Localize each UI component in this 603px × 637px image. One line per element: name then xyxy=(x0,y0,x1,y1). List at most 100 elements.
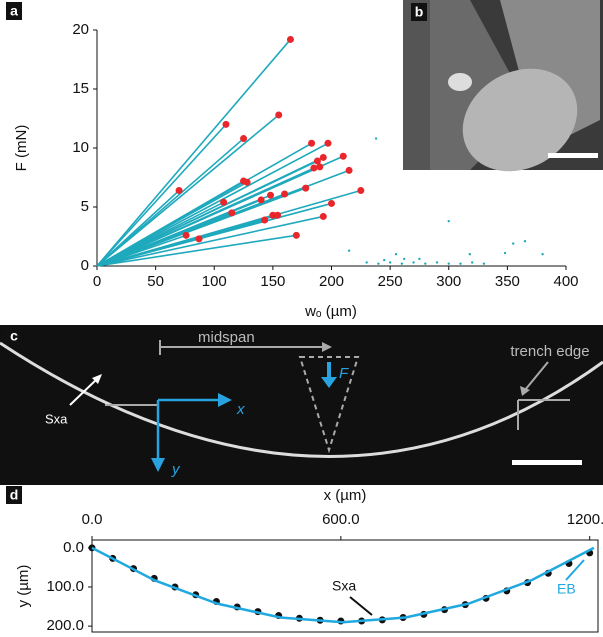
x-tick-label: 400 xyxy=(553,273,578,290)
point xyxy=(503,251,507,255)
x-tick-label: 1200.0 xyxy=(567,511,603,528)
curve xyxy=(96,38,292,267)
point xyxy=(310,164,318,172)
curve xyxy=(96,123,227,267)
panel-label-box xyxy=(411,3,427,21)
point xyxy=(412,261,415,264)
x-tick-label: 150 xyxy=(260,273,285,290)
point xyxy=(339,152,347,160)
annotation: trench edge xyxy=(510,343,589,360)
point xyxy=(281,190,289,198)
annotation: midspan xyxy=(198,329,255,346)
panel-label-box xyxy=(6,486,22,504)
point xyxy=(523,240,527,243)
point xyxy=(240,135,248,143)
curve xyxy=(96,114,280,267)
curve xyxy=(96,142,329,267)
point xyxy=(447,262,450,265)
point xyxy=(274,211,282,219)
y-tick-label: 5 xyxy=(81,198,89,215)
panel-label: b xyxy=(415,4,424,20)
panel-label: a xyxy=(10,3,18,19)
axis-frame xyxy=(91,539,599,633)
x-tick-label: 50 xyxy=(147,273,164,290)
point xyxy=(471,261,474,264)
y-tick-label: 0.0 xyxy=(63,539,84,556)
panel-label: c xyxy=(10,328,18,344)
panel-label-box xyxy=(6,2,22,20)
point xyxy=(541,253,544,256)
y-tick-label: 10 xyxy=(72,139,89,156)
y-tick-label: 100.0 xyxy=(46,578,84,595)
point xyxy=(267,191,275,199)
point xyxy=(324,139,332,147)
curve xyxy=(96,187,306,267)
point xyxy=(286,35,294,43)
point xyxy=(418,257,421,261)
point xyxy=(482,262,486,265)
point xyxy=(308,139,316,147)
point xyxy=(319,153,327,161)
x-tick-label: 200 xyxy=(319,273,344,290)
plot: 0 50 100 150 200 250 300 350 400 0 5 10 15 20 wₒ (µm) F… xyxy=(13,21,579,320)
point xyxy=(402,257,406,261)
curve xyxy=(96,234,187,267)
curve xyxy=(91,546,595,624)
x-axis-label: x (µm) xyxy=(324,487,367,504)
curve xyxy=(96,155,344,267)
sem-image xyxy=(403,0,603,172)
y-tick-label: 20 xyxy=(72,21,89,38)
x-tick-label: 300 xyxy=(436,273,461,290)
point xyxy=(182,231,190,239)
point xyxy=(316,163,324,171)
x-tick-label: 0.0 xyxy=(82,511,103,528)
point xyxy=(292,231,300,239)
point xyxy=(347,249,351,252)
point xyxy=(400,262,404,265)
point xyxy=(328,199,335,207)
curve xyxy=(96,234,297,267)
x-axis-label: wₒ (µm) xyxy=(304,303,357,320)
point xyxy=(365,261,368,264)
point xyxy=(222,120,230,128)
point xyxy=(383,258,386,262)
y-tick-label: 0 xyxy=(81,257,89,274)
point xyxy=(468,253,472,256)
point xyxy=(345,166,353,174)
point xyxy=(435,261,439,264)
annotation: F xyxy=(339,365,349,382)
curve xyxy=(96,215,324,267)
x-tick-label: 350 xyxy=(495,273,520,290)
plot: 0.0 600.0 1200.0 0.0 100.0 200.0 x (µm) y (µm) xyxy=(15,487,603,634)
curve xyxy=(96,189,180,267)
point xyxy=(261,216,269,224)
point xyxy=(357,186,365,194)
annotation-arrow xyxy=(565,559,585,581)
annotation: y xyxy=(171,461,181,478)
annotation: EB xyxy=(557,581,576,597)
point xyxy=(275,111,283,119)
curve xyxy=(96,201,224,267)
point xyxy=(175,186,183,194)
point xyxy=(243,178,251,186)
curve xyxy=(96,137,245,267)
point xyxy=(447,219,450,223)
annotation: Sxa xyxy=(332,578,356,594)
y-tick-label: 15 xyxy=(72,80,89,97)
point xyxy=(257,196,265,204)
point xyxy=(377,262,380,265)
y-axis-label: y (µm) xyxy=(15,565,32,608)
point xyxy=(512,242,515,245)
panel-label-box xyxy=(6,327,22,345)
curve xyxy=(96,181,248,267)
point xyxy=(302,184,310,192)
annotation: Sxa xyxy=(45,411,68,426)
microscope-image xyxy=(0,325,603,485)
point xyxy=(319,212,327,220)
x-tick-label: 600.0 xyxy=(322,511,360,528)
point xyxy=(220,198,228,206)
curve xyxy=(96,238,200,267)
point xyxy=(424,262,427,265)
annotation-arrow xyxy=(349,596,373,616)
